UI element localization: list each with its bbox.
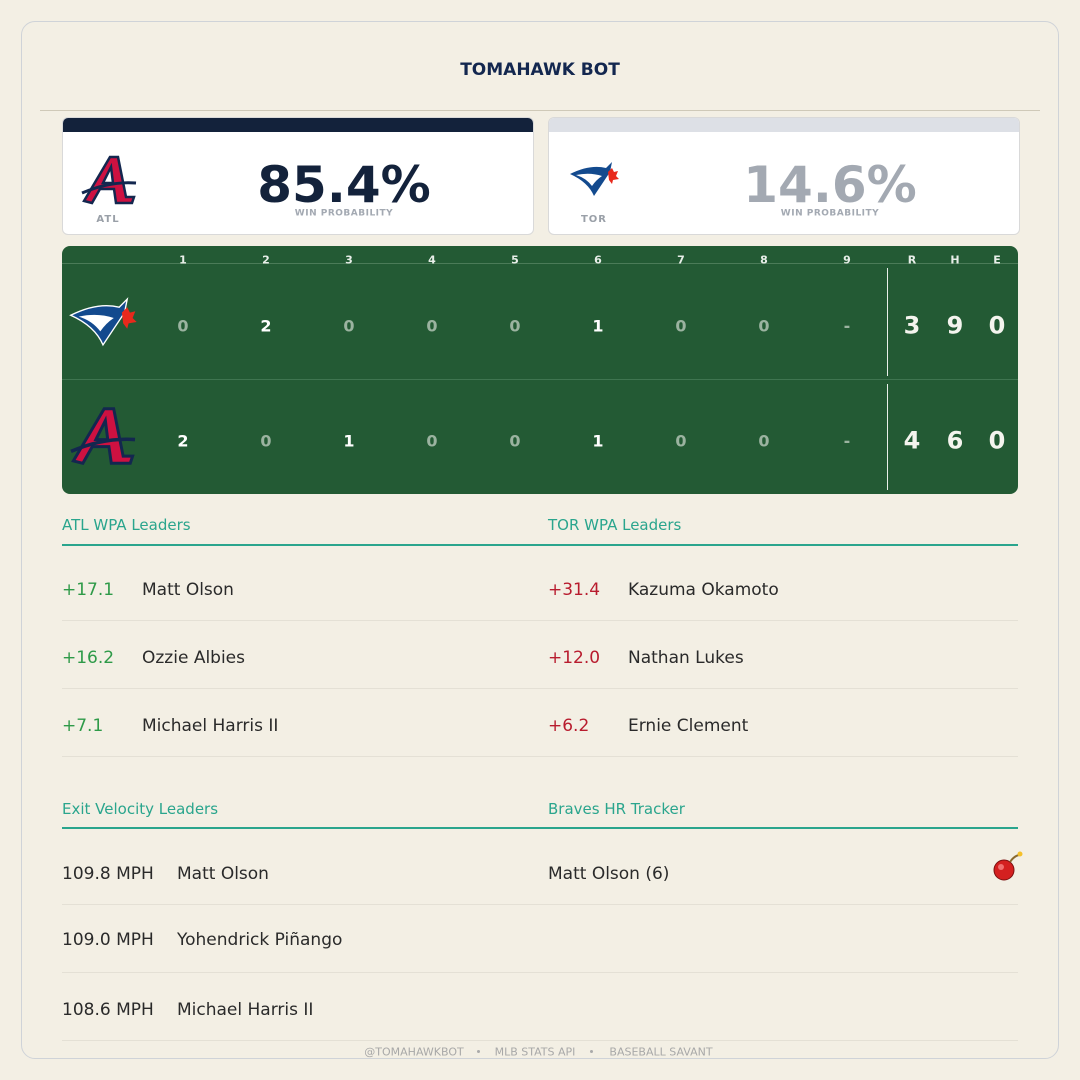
row-separator <box>62 1040 1018 1041</box>
leader-value: +31.4 <box>548 579 601 600</box>
team-abbr: TOR <box>580 214 608 225</box>
leader-name: Kazuma Okamoto <box>628 579 779 600</box>
inning-score: 0 <box>426 431 438 451</box>
total-score: 9 <box>946 311 964 340</box>
footer-credit: MLB STATS API <box>494 1045 576 1059</box>
wp-box <box>548 117 1020 235</box>
leader-value: +7.1 <box>62 715 104 736</box>
inning-score: 0 <box>758 316 770 336</box>
footer-credit: BASEBALL SAVANT <box>609 1045 713 1059</box>
leader-value: 108.6 MPH <box>62 999 154 1020</box>
footer-separator <box>590 1050 593 1053</box>
win-probability: 14.6% <box>743 156 917 214</box>
footer-credit: @TOMAHAWKBOT <box>364 1045 464 1059</box>
divider <box>62 263 1018 264</box>
leader-name: Nathan Lukes <box>628 647 744 668</box>
win-probability-label: WIN PROBABILITY <box>294 208 394 219</box>
bomb-icon <box>993 851 1023 881</box>
inning-header: 3 <box>345 253 353 267</box>
footer-separator <box>477 1050 480 1053</box>
inning-header: 6 <box>594 253 602 267</box>
leader-name: Ozzie Albies <box>142 647 245 668</box>
row-separator <box>62 756 1018 757</box>
total-score: 0 <box>988 311 1006 340</box>
leader-value: +16.2 <box>62 647 115 668</box>
inning-score: 1 <box>343 431 355 451</box>
section-title: ATL WPA Leaders <box>62 516 191 534</box>
leader-name: Michael Harris II <box>142 715 279 736</box>
inning-header: 8 <box>760 253 768 267</box>
team-abbr: ATL <box>96 214 120 225</box>
row-separator <box>62 904 1018 905</box>
inning-score: 0 <box>177 316 189 336</box>
inning-score: 0 <box>675 431 687 451</box>
section-title: Exit Velocity Leaders <box>62 800 219 818</box>
inning-header: 4 <box>428 253 436 267</box>
scoreboard <box>62 246 1018 494</box>
leader-value: +17.1 <box>62 579 115 600</box>
leader-value: 109.8 MPH <box>62 863 154 884</box>
leader-value: 109.0 MPH <box>62 929 154 950</box>
totals-header: R <box>907 253 917 267</box>
inning-score: 0 <box>675 316 687 336</box>
inning-score: 0 <box>426 316 438 336</box>
win-probability: 85.4% <box>257 156 431 214</box>
inning-header: 5 <box>511 253 519 267</box>
total-score: 3 <box>903 311 921 340</box>
total-score: 0 <box>988 426 1006 455</box>
leader-value: +12.0 <box>548 647 601 668</box>
card <box>21 21 1059 1059</box>
wp-box <box>62 117 534 235</box>
braves-logo <box>70 407 136 465</box>
row-separator <box>62 620 1018 621</box>
inning-score: - <box>843 431 851 451</box>
hr-entry: Matt Olson (6) <box>548 863 670 884</box>
totals-header: H <box>950 253 960 267</box>
inning-score: 2 <box>260 316 272 336</box>
inning-score: 1 <box>592 316 604 336</box>
section-title: TOR WPA Leaders <box>548 516 682 534</box>
inning-score: 0 <box>758 431 770 451</box>
title: TOMAHAWK BOT <box>460 59 620 80</box>
inning-score: 2 <box>177 431 189 451</box>
inning-score: 0 <box>509 431 521 451</box>
divider <box>887 268 888 376</box>
leader-name: Ernie Clement <box>628 715 749 736</box>
row-separator <box>62 972 1018 973</box>
inning-header: 2 <box>262 253 270 267</box>
inning-score: - <box>843 316 851 336</box>
inning-score: 0 <box>509 316 521 336</box>
divider <box>40 110 1040 111</box>
section-title: Braves HR Tracker <box>548 800 685 818</box>
leader-name: Matt Olson <box>177 863 269 884</box>
section-rule <box>62 827 1018 829</box>
inning-score: 0 <box>343 316 355 336</box>
leader-name: Yohendrick Piñango <box>177 929 343 950</box>
inning-header: 9 <box>843 253 851 267</box>
inning-score: 1 <box>592 431 604 451</box>
inning-header: 7 <box>677 253 685 267</box>
braves-logo <box>81 155 137 205</box>
inning-score: 0 <box>260 431 272 451</box>
divider <box>887 384 888 490</box>
row-separator <box>62 688 1018 689</box>
bluejays-logo <box>69 297 137 347</box>
inning-header: 1 <box>179 253 187 267</box>
bluejays-logo <box>570 162 619 196</box>
leader-value: +6.2 <box>548 715 590 736</box>
total-score: 4 <box>903 426 921 455</box>
divider <box>62 379 1018 380</box>
leader-name: Michael Harris II <box>177 999 314 1020</box>
leader-name: Matt Olson <box>142 579 234 600</box>
section-rule <box>62 544 1018 546</box>
totals-header: E <box>993 253 1001 267</box>
total-score: 6 <box>946 426 964 455</box>
win-probability-label: WIN PROBABILITY <box>780 208 880 219</box>
